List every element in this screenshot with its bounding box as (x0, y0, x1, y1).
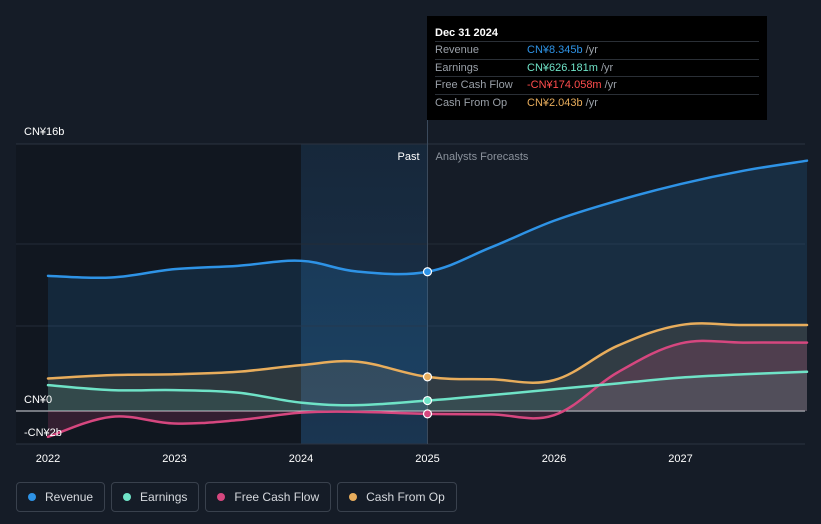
x-tick-label: 2023 (162, 453, 186, 465)
tooltip-label: Free Cash Flow (435, 79, 513, 91)
fcf-marker (422, 409, 433, 419)
tooltip-unit: /yr (585, 96, 598, 109)
x-tick-label: 2027 (668, 453, 692, 465)
tooltip-date: Dec 31 2024 (435, 27, 498, 39)
revenue-marker (422, 267, 433, 277)
tooltip-value: -CN¥174.058m (527, 79, 602, 91)
fcf-area (48, 340, 807, 437)
tooltip-unit: /yr (600, 61, 614, 74)
past-label: Past (397, 151, 419, 163)
y-tick-label: CN¥0 (24, 394, 52, 406)
revenue-line (46, 159, 809, 280)
legend-item-revenue[interactable]: Revenue (16, 482, 106, 512)
legend-label: Revenue (45, 490, 94, 504)
revenue-dot-icon (28, 493, 36, 501)
tooltip-label: Cash From Op (435, 96, 508, 109)
legend-item-earnings[interactable]: Earnings (111, 482, 200, 512)
legend: Revenue Earnings Free Cash Flow Cash Fro… (16, 482, 457, 512)
tooltip: Dec 31 2024 Revenue CN¥8.345b /yr Earnin… (427, 16, 767, 120)
axis-labels: CN¥16b CN¥0 -CN¥2b 2022 2023 2024 2025 2026 2027… (24, 126, 693, 465)
tooltip-value: CN¥8.345b (527, 44, 583, 56)
cfo-marker (422, 372, 433, 382)
legend-label: Free Cash Flow (234, 490, 320, 504)
legend-item-cfo[interactable]: Cash From Op (337, 482, 457, 512)
x-tick-label: 2022 (36, 453, 60, 465)
y-tick-label: CN¥16b (24, 126, 64, 138)
tooltip-unit: /yr (604, 79, 617, 91)
tooltip-label: Revenue (435, 44, 480, 56)
forecast-label: Analysts Forecasts (436, 151, 529, 163)
y-tick-label: -CN¥2b (24, 427, 62, 439)
legend-item-fcf[interactable]: Free Cash Flow (205, 482, 332, 512)
revenue-area (48, 160, 807, 411)
tooltip-value: CN¥2.043b (527, 96, 583, 109)
earnings-dot-icon (123, 493, 132, 501)
tooltip-value: CN¥626.181m (527, 61, 598, 74)
tooltip-row-fcf: Free Cash Flow -CN¥174.058m /yr (435, 76, 759, 94)
tooltip-row-revenue: Revenue CN¥8.345b /yr (435, 41, 759, 59)
x-tick-label: 2026 (542, 453, 566, 465)
legend-label: Earnings (140, 490, 188, 504)
highlight-region (301, 144, 428, 444)
earnings-marker (422, 395, 433, 406)
tooltip-unit: /yr (585, 44, 598, 56)
series-markers (422, 267, 433, 419)
fcf-dot-icon (217, 493, 226, 501)
earnings-area (48, 371, 807, 411)
tooltip-label: Earnings (435, 61, 479, 74)
tooltip-row-earnings: Earnings CN¥626.181m /yr (435, 58, 759, 77)
cfo-area (48, 323, 807, 411)
chart-background (16, 144, 428, 444)
legend-label: Cash From Op (366, 490, 445, 504)
tooltip-row-cfo: Cash From Op CN¥2.043b /yr (435, 93, 759, 112)
x-tick-label: 2025 (415, 453, 439, 465)
cfo-dot-icon (349, 493, 358, 501)
x-tick-label: 2024 (289, 453, 313, 465)
series-areas (48, 160, 807, 437)
